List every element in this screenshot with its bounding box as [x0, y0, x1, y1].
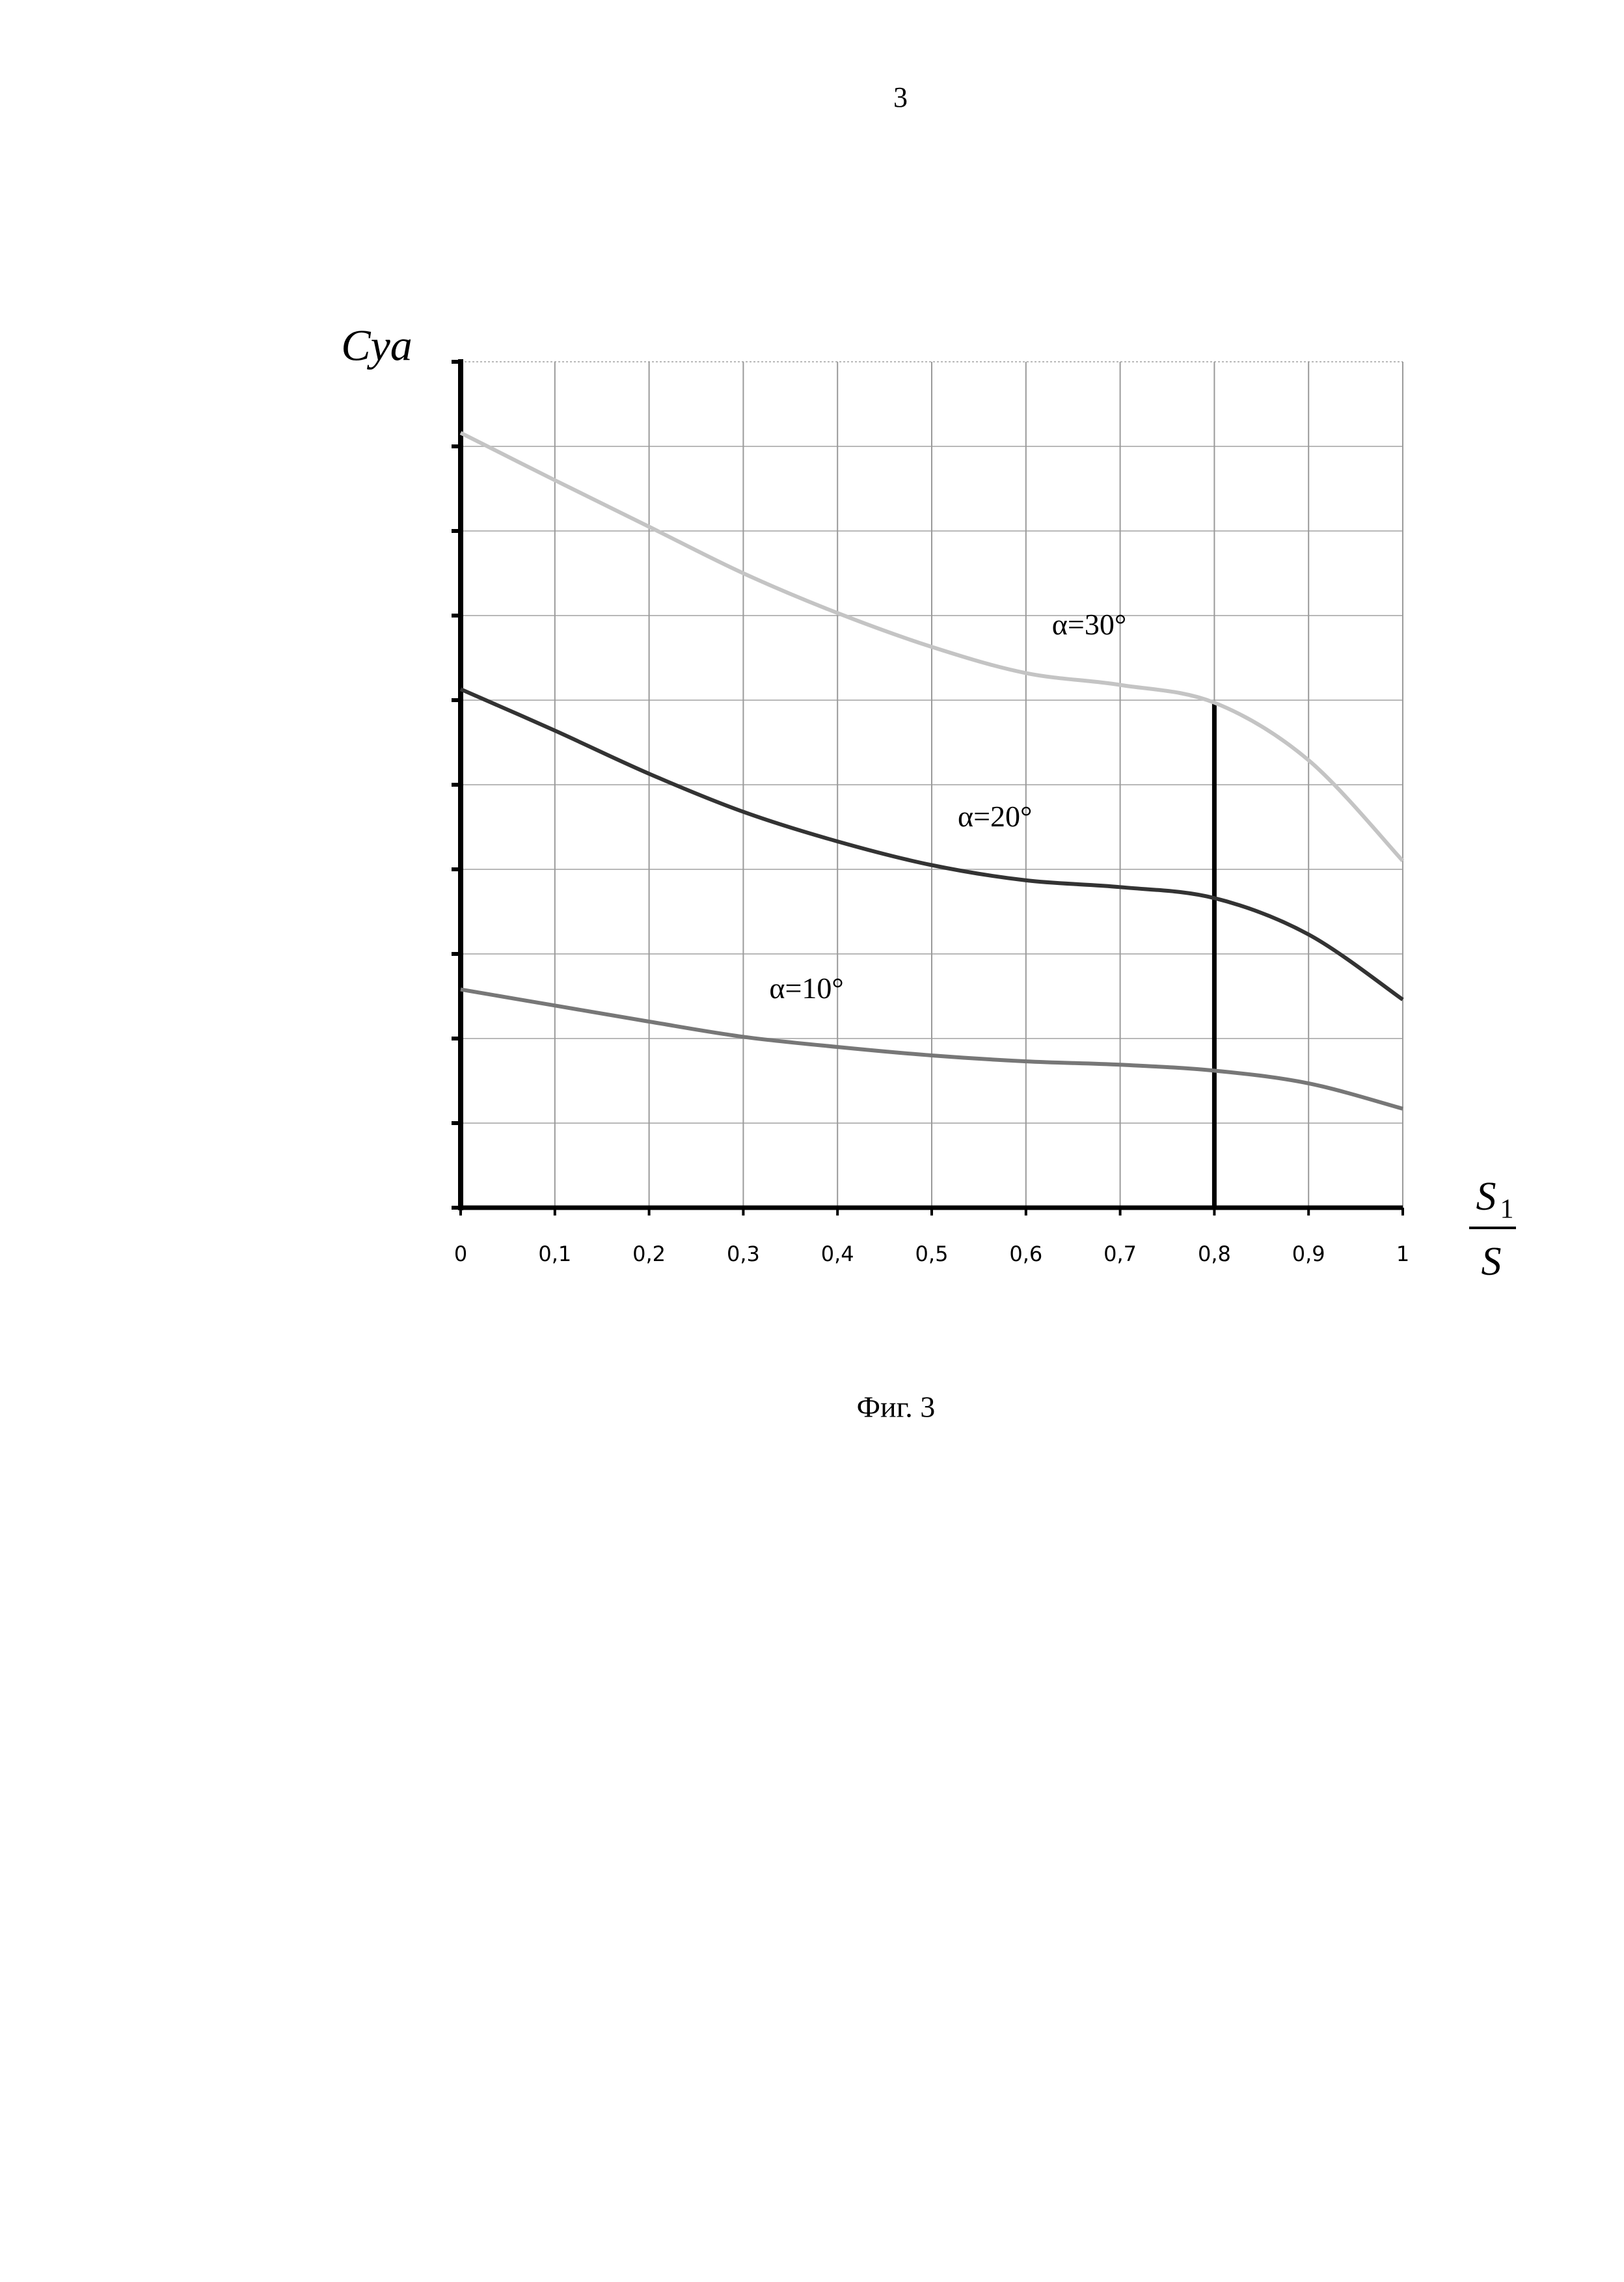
series-label: α=20°	[958, 800, 1032, 833]
figure-caption: Фиг. 3	[857, 1391, 936, 1424]
page: {"page_number": "3", "caption": "Фиг. 3"…	[0, 0, 1624, 2282]
y-axis-label: Cya	[341, 321, 413, 370]
x-tick-label: 0,4	[821, 1242, 854, 1266]
x-tick-label: 0,3	[727, 1242, 760, 1266]
x-tick-label: 0,2	[632, 1242, 666, 1266]
x-label-subscript: 1	[1500, 1195, 1514, 1225]
x-tick-label: 0	[454, 1242, 467, 1266]
x-label-numerator: S	[1476, 1175, 1496, 1219]
x-tick-label: 0,5	[915, 1242, 949, 1266]
x-label-denominator: S	[1482, 1240, 1502, 1284]
series-label: α=10°	[769, 971, 843, 1005]
x-tick-label: 0,8	[1198, 1242, 1231, 1266]
x-tick-label: 1	[1396, 1242, 1409, 1266]
document: 3 Фиг. 3 Cya S 1 S 0 0,1 0,2 0,3 0,4 0,5 0,6 0,…	[0, 0, 1624, 2282]
x-tick-label: 0,9	[1292, 1242, 1325, 1266]
x-tick-label: 0,6	[1009, 1242, 1042, 1266]
x-tick-label: 0,7	[1103, 1242, 1137, 1266]
page-number: 3	[893, 81, 908, 113]
series-label: α=30°	[1052, 608, 1126, 641]
x-axis-label: S 1 S	[1469, 1175, 1516, 1284]
x-tick-label: 0,1	[538, 1242, 571, 1266]
